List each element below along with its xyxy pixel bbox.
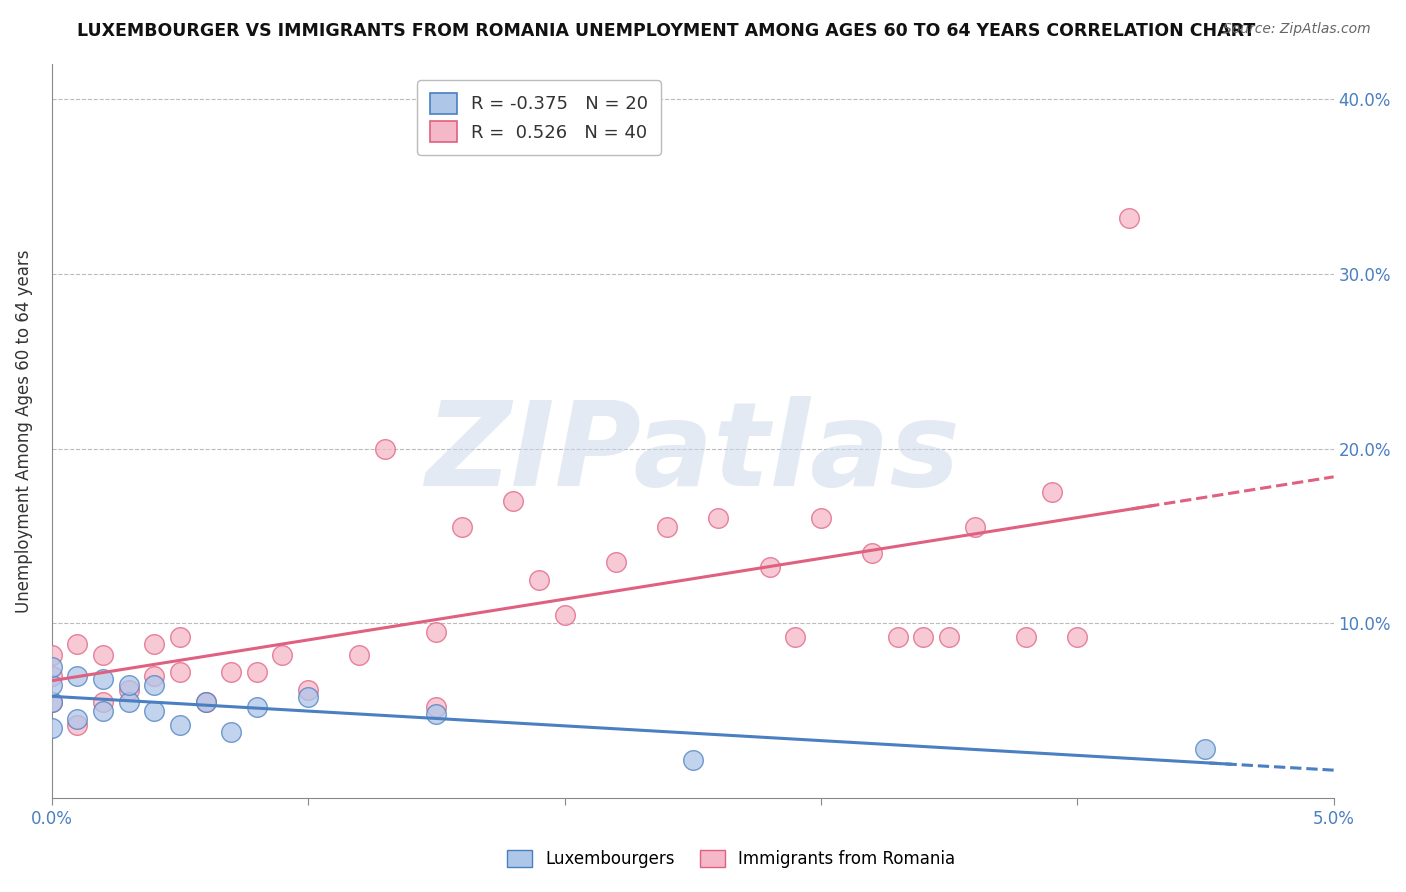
Point — [1015, 631, 1038, 645]
Point — [41, 677, 63, 691]
Point — [682, 753, 704, 767]
Legend: Luxembourgers, Immigrants from Romania: Luxembourgers, Immigrants from Romania — [501, 843, 962, 875]
Point — [425, 707, 447, 722]
Point — [169, 665, 191, 680]
Point — [91, 673, 114, 687]
Point — [219, 665, 242, 680]
Point — [41, 648, 63, 662]
Text: Source: ZipAtlas.com: Source: ZipAtlas.com — [1223, 22, 1371, 37]
Point — [41, 660, 63, 674]
Point — [169, 717, 191, 731]
Point — [938, 631, 960, 645]
Point — [143, 677, 166, 691]
Point — [349, 648, 371, 662]
Point — [246, 665, 269, 680]
Point — [194, 695, 217, 709]
Point — [887, 631, 910, 645]
Point — [66, 717, 89, 731]
Point — [527, 573, 550, 587]
Point — [169, 631, 191, 645]
Point — [118, 677, 141, 691]
Point — [297, 690, 319, 704]
Point — [963, 520, 986, 534]
Point — [553, 607, 575, 622]
Point — [271, 648, 294, 662]
Point — [91, 704, 114, 718]
Point — [758, 560, 780, 574]
Point — [66, 637, 89, 651]
Point — [860, 546, 883, 560]
Point — [1066, 631, 1088, 645]
Point — [41, 669, 63, 683]
Point — [425, 625, 447, 640]
Point — [143, 637, 166, 651]
Point — [1118, 211, 1140, 225]
Legend: R = -0.375   N = 20, R =  0.526   N = 40: R = -0.375 N = 20, R = 0.526 N = 40 — [418, 80, 661, 154]
Point — [451, 520, 474, 534]
Point — [118, 695, 141, 709]
Y-axis label: Unemployment Among Ages 60 to 64 years: Unemployment Among Ages 60 to 64 years — [15, 250, 32, 613]
Point — [219, 724, 242, 739]
Point — [41, 721, 63, 735]
Point — [655, 520, 678, 534]
Point — [785, 631, 807, 645]
Point — [425, 700, 447, 714]
Point — [143, 704, 166, 718]
Point — [118, 682, 141, 697]
Point — [502, 494, 524, 508]
Point — [810, 511, 832, 525]
Point — [707, 511, 730, 525]
Point — [1194, 742, 1216, 756]
Point — [297, 682, 319, 697]
Point — [66, 669, 89, 683]
Text: LUXEMBOURGER VS IMMIGRANTS FROM ROMANIA UNEMPLOYMENT AMONG AGES 60 TO 64 YEARS C: LUXEMBOURGER VS IMMIGRANTS FROM ROMANIA … — [77, 22, 1256, 40]
Point — [41, 695, 63, 709]
Point — [143, 669, 166, 683]
Point — [1040, 485, 1063, 500]
Text: ZIPatlas: ZIPatlas — [425, 396, 960, 510]
Point — [246, 700, 269, 714]
Point — [91, 648, 114, 662]
Point — [66, 713, 89, 727]
Point — [912, 631, 935, 645]
Point — [91, 695, 114, 709]
Point — [41, 695, 63, 709]
Point — [605, 555, 627, 569]
Point — [374, 442, 396, 456]
Point — [194, 695, 217, 709]
